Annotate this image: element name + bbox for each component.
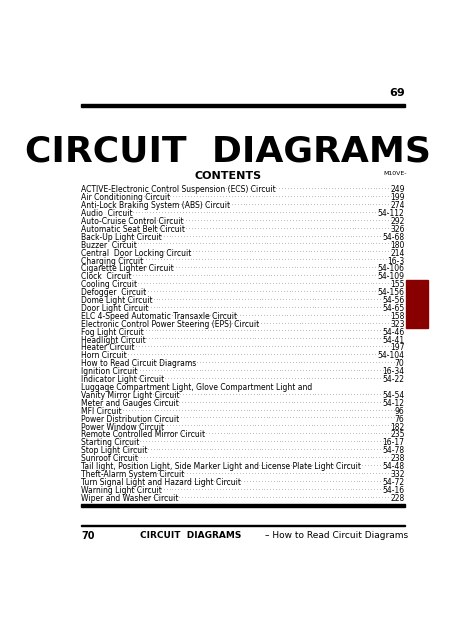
Text: Theft-Alarm System Circuit: Theft-Alarm System Circuit xyxy=(82,470,185,479)
Text: Horn Circuit: Horn Circuit xyxy=(82,351,127,360)
Text: Warning Light Circuit: Warning Light Circuit xyxy=(82,486,162,495)
Text: Door Light Circuit: Door Light Circuit xyxy=(82,304,149,313)
Text: Dome Light Circuit: Dome Light Circuit xyxy=(82,296,153,305)
Text: 54-56: 54-56 xyxy=(383,296,405,305)
Text: 238: 238 xyxy=(390,454,405,463)
Text: 54-109: 54-109 xyxy=(378,272,405,281)
Text: 197: 197 xyxy=(390,344,405,353)
Text: 182: 182 xyxy=(390,423,405,432)
Text: Starting Circuit: Starting Circuit xyxy=(82,439,140,447)
Text: Stop Light Circuit: Stop Light Circuit xyxy=(82,446,148,455)
Text: Turn Signal Light and Hazard Light Circuit: Turn Signal Light and Hazard Light Circu… xyxy=(82,478,241,487)
Text: 54-106: 54-106 xyxy=(378,264,405,274)
Text: 54-46: 54-46 xyxy=(383,327,405,337)
Text: MFI Circuit: MFI Circuit xyxy=(82,407,122,416)
Text: 69: 69 xyxy=(389,88,405,98)
Text: Buzzer  Circuit: Buzzer Circuit xyxy=(82,241,137,250)
Text: Sunroof Circuit: Sunroof Circuit xyxy=(82,454,138,463)
Text: Meter and Gauges Circuit: Meter and Gauges Circuit xyxy=(82,399,179,408)
Text: 249: 249 xyxy=(390,185,405,194)
Text: 332: 332 xyxy=(390,470,405,479)
Text: Defogger  Circuit: Defogger Circuit xyxy=(82,288,146,297)
Text: 96: 96 xyxy=(395,407,405,416)
Text: How to Read Circuit Diagrams: How to Read Circuit Diagrams xyxy=(82,360,197,368)
Text: Tail light, Position Light, Side Marker Light and License Plate Light Circuit: Tail light, Position Light, Side Marker … xyxy=(82,462,361,471)
Text: – How to Read Circuit Diagrams: – How to Read Circuit Diagrams xyxy=(265,531,408,540)
Text: CONTENTS: CONTENTS xyxy=(195,171,262,181)
Text: 16-17: 16-17 xyxy=(383,439,405,447)
Text: 54-12: 54-12 xyxy=(383,399,405,408)
Text: ELC 4-Speed Automatic Transaxle Circuit: ELC 4-Speed Automatic Transaxle Circuit xyxy=(82,312,237,321)
Bar xyxy=(82,504,404,506)
Text: Power Window Circuit: Power Window Circuit xyxy=(82,423,164,432)
Text: 54-16: 54-16 xyxy=(383,486,405,495)
Text: 292: 292 xyxy=(390,217,405,226)
Text: Central  Door Locking Circuit: Central Door Locking Circuit xyxy=(82,248,191,258)
Text: 54-104: 54-104 xyxy=(378,351,405,360)
Text: 70: 70 xyxy=(82,531,95,541)
Text: 16-34: 16-34 xyxy=(383,367,405,376)
Text: Charging Circuit: Charging Circuit xyxy=(82,257,144,265)
Text: 180: 180 xyxy=(390,241,405,250)
Text: Headlight Circuit: Headlight Circuit xyxy=(82,336,146,344)
Text: Automatic Seat Belt Circuit: Automatic Seat Belt Circuit xyxy=(82,225,185,234)
Text: 70: 70 xyxy=(395,360,405,368)
Text: Power Distribution Circuit: Power Distribution Circuit xyxy=(82,415,180,423)
Text: Anti-Lock Braking System (ABS) Circuit: Anti-Lock Braking System (ABS) Circuit xyxy=(82,201,230,210)
Text: Electronic Control Power Steering (EPS) Circuit: Electronic Control Power Steering (EPS) … xyxy=(82,320,260,329)
Text: Fog Light Circuit: Fog Light Circuit xyxy=(82,327,144,337)
Text: Cooling Circuit: Cooling Circuit xyxy=(82,280,137,289)
Text: M10VE-: M10VE- xyxy=(383,171,406,176)
Text: 228: 228 xyxy=(390,494,405,502)
Text: 326: 326 xyxy=(390,225,405,234)
Text: 323: 323 xyxy=(390,320,405,329)
Text: 54-22: 54-22 xyxy=(383,375,405,384)
Text: 54-54: 54-54 xyxy=(383,391,405,400)
Text: 54-65: 54-65 xyxy=(383,304,405,313)
Text: 54-41: 54-41 xyxy=(383,336,405,344)
Text: 54-72: 54-72 xyxy=(383,478,405,487)
Text: Ignition Circuit: Ignition Circuit xyxy=(82,367,138,376)
Text: 274: 274 xyxy=(390,201,405,210)
Text: 199: 199 xyxy=(390,193,405,202)
Text: Auto-Cruise Control Circuit: Auto-Cruise Control Circuit xyxy=(82,217,184,226)
Text: Vanity Mirror Light Circuit: Vanity Mirror Light Circuit xyxy=(82,391,180,400)
Text: 16-3: 16-3 xyxy=(387,257,405,265)
Bar xyxy=(82,104,404,107)
Text: 54-112: 54-112 xyxy=(378,209,405,218)
Text: Audio  Circuit: Audio Circuit xyxy=(82,209,133,218)
Text: 76: 76 xyxy=(395,415,405,423)
Text: 155: 155 xyxy=(390,280,405,289)
Text: Cigarette Lighter Circuit: Cigarette Lighter Circuit xyxy=(82,264,174,274)
Text: CIRCUIT  DIAGRAMS: CIRCUIT DIAGRAMS xyxy=(25,134,431,168)
Text: Back-Up Light Circuit: Back-Up Light Circuit xyxy=(82,233,162,242)
Text: Indicator Light Circuit: Indicator Light Circuit xyxy=(82,375,164,384)
Text: 54-156: 54-156 xyxy=(378,288,405,297)
Text: ACTIVE-Electronic Control Suspension (ECS) Circuit: ACTIVE-Electronic Control Suspension (EC… xyxy=(82,185,276,194)
Text: Air Conditioning Circuit: Air Conditioning Circuit xyxy=(82,193,171,202)
Bar xyxy=(406,280,428,327)
Text: 54-68: 54-68 xyxy=(383,233,405,242)
Text: Heater Circuit: Heater Circuit xyxy=(82,344,135,353)
Text: Remote Controlled Mirror Circuit: Remote Controlled Mirror Circuit xyxy=(82,430,205,439)
Text: Luggage Compartment Light, Glove Compartment Light and: Luggage Compartment Light, Glove Compart… xyxy=(82,383,312,392)
Text: Clock  Circuit: Clock Circuit xyxy=(82,272,132,281)
Text: 235: 235 xyxy=(390,430,405,439)
Text: Wiper and Washer Circuit: Wiper and Washer Circuit xyxy=(82,494,179,502)
Text: 214: 214 xyxy=(390,248,405,258)
Text: 54-78: 54-78 xyxy=(383,446,405,455)
Text: CIRCUIT  DIAGRAMS: CIRCUIT DIAGRAMS xyxy=(140,531,241,540)
Bar xyxy=(82,525,404,526)
Text: 158: 158 xyxy=(390,312,405,321)
Text: 54-48: 54-48 xyxy=(383,462,405,471)
